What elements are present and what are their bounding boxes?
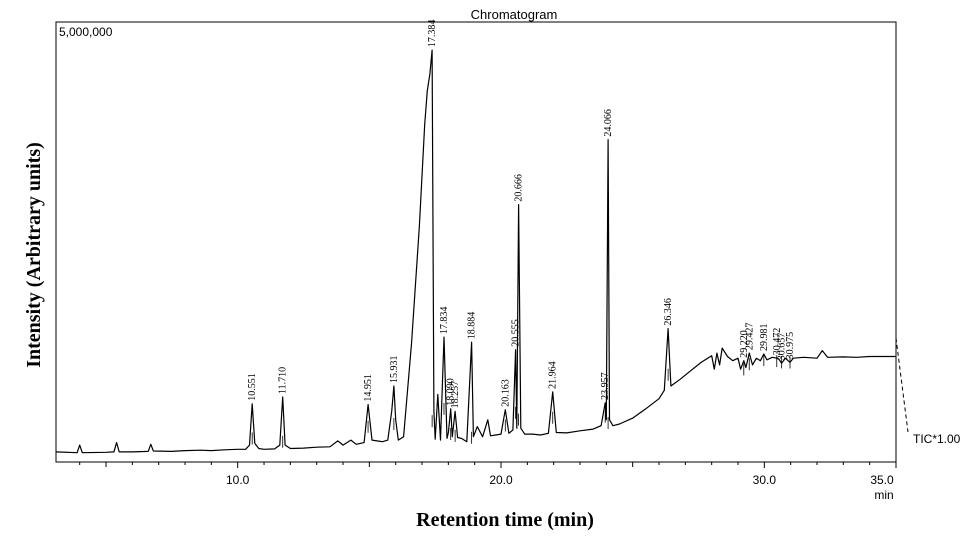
peak-label: 23.957 bbox=[600, 372, 611, 400]
peak-label: 18.257 bbox=[450, 381, 461, 409]
y-max-label: 5,000,000 bbox=[59, 25, 113, 39]
peak-label: 20.666 bbox=[514, 174, 525, 202]
peak-label: 20.163 bbox=[500, 379, 511, 407]
peak-label: 21.964 bbox=[548, 361, 559, 389]
peak-label: 18.090 bbox=[446, 378, 457, 406]
peak-label: 29.220 bbox=[739, 330, 750, 358]
trace-tail-dashed bbox=[895, 337, 909, 433]
peak-label: 30.975 bbox=[785, 332, 796, 360]
peak-label: 26.346 bbox=[663, 298, 674, 326]
y-axis-label: Intensity (Arbitrary units) bbox=[23, 142, 45, 368]
x-unit-label: min bbox=[874, 488, 893, 502]
peak-labels-group: 10.551 11.710 14.951 15.931 17.384 17.834 18.0… bbox=[247, 20, 796, 448]
peak-label: 15.931 bbox=[389, 356, 400, 384]
plot-frame bbox=[55, 21, 897, 463]
peak-label: 30.472 bbox=[772, 328, 783, 356]
tic-trace-line bbox=[55, 49, 896, 454]
peak-label: 17.834 bbox=[439, 307, 450, 335]
peak-label: 18.884 bbox=[467, 312, 478, 340]
peak-label: 29.981 bbox=[759, 324, 770, 352]
chart-title: Chromatogram bbox=[471, 7, 558, 22]
x-axis-ticks: 10.0 20.0 30.0 35.0 bbox=[79, 462, 897, 487]
peak-label: 24.066 bbox=[603, 109, 614, 137]
peak-label: 10.551 bbox=[247, 373, 258, 401]
peak-label: 17.384 bbox=[427, 20, 438, 48]
x-tick-label: 35.0 bbox=[870, 473, 894, 487]
x-tick-label: 10.0 bbox=[226, 473, 250, 487]
trace-label: TIC*1.00 bbox=[913, 432, 961, 446]
peak-label: 11.710 bbox=[278, 367, 289, 394]
peak-label: 20.555 bbox=[511, 319, 522, 347]
peak-label: 29.427 bbox=[744, 323, 755, 351]
x-tick-label: 20.0 bbox=[489, 473, 513, 487]
x-axis-label: Retention time (min) bbox=[416, 509, 594, 531]
peak-label: 14.951 bbox=[363, 374, 374, 402]
x-tick-label: 30.0 bbox=[753, 473, 777, 487]
peak-label: 30.657 bbox=[777, 333, 788, 361]
